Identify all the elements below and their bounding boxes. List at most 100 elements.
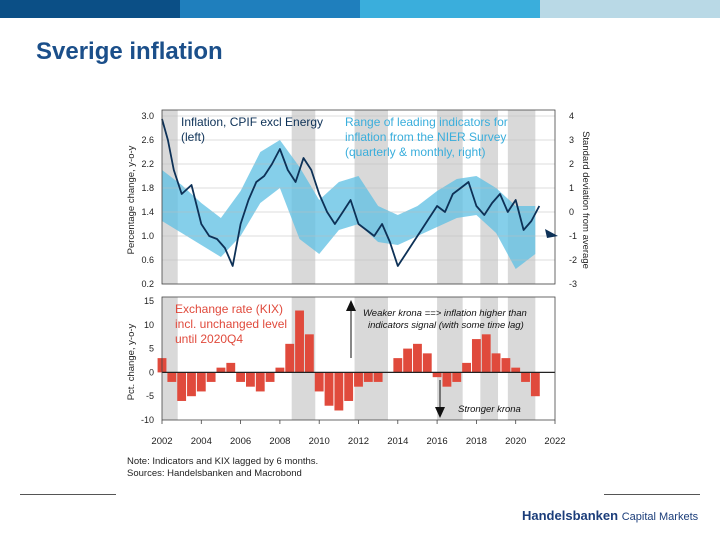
footer-line-left — [20, 494, 116, 495]
bottom-ytick-3: 0 — [149, 367, 154, 377]
xtick-label-6: 2014 — [387, 436, 408, 447]
kix-bar — [344, 372, 354, 401]
note-text: Note: Indicators and KIX lagged by 6 mon… — [127, 456, 318, 467]
kix-bar — [442, 372, 452, 387]
bottom-ytick-2: 5 — [149, 344, 154, 354]
kix-bar — [246, 372, 255, 387]
top-ytick-left-7: 0.2 — [141, 279, 154, 289]
legend-indicators-line-2: inflation from the NIER Survey — [345, 130, 506, 144]
slide-title: Sverige inflation — [36, 38, 223, 65]
kix-bar — [432, 372, 442, 378]
annotation-stronger-krona: Stronger krona — [458, 404, 521, 415]
top-ytick-right-1: 3 — [569, 135, 574, 145]
xtick-label-8: 2018 — [466, 436, 487, 447]
arrow-down-icon — [435, 407, 445, 418]
kix-bar — [226, 362, 236, 373]
xtick-label-9: 2020 — [505, 436, 526, 447]
annotation-weaker-krona-1: Weaker krona ==> inflation higher than — [363, 308, 527, 319]
top-panel-frame — [161, 109, 556, 285]
xtick-label-10: 2022 — [544, 436, 565, 447]
bottom-ytick-1: 10 — [144, 320, 154, 330]
header-bar-segment-2 — [180, 0, 360, 18]
kix-bar — [530, 372, 540, 397]
legend-indicators-line-3: (quarterly & monthly, right) — [345, 145, 486, 159]
kix-bar — [422, 353, 432, 373]
bottom-ytick-0: 15 — [144, 296, 154, 306]
legend-kix-line-3: until 2020Q4 — [175, 332, 243, 346]
top-ytick-right-6: -2 — [569, 255, 577, 265]
xtick-label-0: 2002 — [151, 436, 172, 447]
brand-suffix: Capital Markets — [621, 511, 699, 523]
right-edge-arrow-icon — [545, 229, 558, 238]
legend-kix-line-1: Exchange rate (KIX) — [175, 302, 283, 316]
legend-indicators-line-1: Range of leading indicators for — [345, 115, 508, 129]
xtick-label-7: 2016 — [427, 436, 448, 447]
kix-bar — [216, 367, 226, 373]
top-ytick-right-3: 1 — [569, 183, 574, 193]
xtick-label-5: 2012 — [348, 436, 369, 447]
xtick-label-4: 2010 — [309, 436, 330, 447]
top-ytick-right-4: 0 — [569, 207, 574, 217]
top-ylabel-left: Percentage change, y-o-y — [126, 145, 137, 254]
kix-bar — [255, 372, 265, 392]
top-ytick-left-0: 3.0 — [141, 111, 154, 121]
top-ytick-right-5: -1 — [569, 231, 577, 241]
kix-bar — [471, 339, 481, 373]
kix-bar — [206, 372, 216, 382]
shaded-period-bottom-3 — [437, 297, 463, 420]
kix-bar — [265, 372, 275, 382]
legend-inflation-line-2: (left) — [181, 130, 205, 144]
header-bar-segment-1 — [0, 0, 180, 18]
inflation-line — [161, 118, 541, 267]
top-ytick-right-0: 4 — [569, 111, 574, 121]
top-ytick-left-3: 1.8 — [141, 183, 154, 193]
kix-bar — [275, 367, 285, 373]
top-ytick-left-6: 0.6 — [141, 255, 154, 265]
top-ytick-right-2: 2 — [569, 159, 574, 169]
kix-bar — [354, 372, 363, 387]
kix-bar — [324, 372, 334, 406]
xtick-label-3: 2008 — [269, 436, 290, 447]
sources-text: Sources: Handelsbanken and Macrobond — [127, 468, 302, 479]
legend-inflation-line-1: Inflation, CPIF excl Energy — [181, 115, 323, 129]
xtick-label-2: 2006 — [230, 436, 251, 447]
kix-bar — [403, 348, 413, 373]
kix-bar — [511, 367, 521, 373]
bottom-ytick-5: -10 — [141, 415, 154, 425]
bottom-ylabel: Pct. change, y-o-y — [126, 323, 137, 400]
kix-bar — [187, 372, 196, 397]
shaded-period-bottom-0 — [162, 297, 178, 420]
kix-bar — [462, 362, 471, 373]
footer-line-right — [604, 494, 700, 495]
chart-background — [122, 100, 565, 480]
top-ytick-right-7: -3 — [569, 279, 577, 289]
shaded-period-bottom-2 — [354, 297, 388, 420]
kix-bar — [393, 358, 403, 373]
shaded-period-bottom-5 — [507, 297, 536, 420]
top-ytick-left-4: 1.4 — [141, 207, 154, 217]
arrow-up-icon — [346, 300, 356, 311]
kix-bar — [304, 334, 314, 373]
kix-bar — [491, 353, 501, 373]
kix-bar — [501, 358, 511, 373]
annotation-weaker-krona-2: indicators signal (with some time lag) — [368, 320, 524, 331]
top-ylabel-right: Standard deviation from average — [580, 131, 591, 269]
top-ytick-left-5: 1.0 — [141, 231, 154, 241]
kix-bar — [373, 372, 383, 382]
header-bar-segment-3 — [360, 0, 540, 18]
kix-bar — [295, 310, 304, 373]
header-color-bar — [0, 0, 720, 18]
xtick-label-1: 2004 — [191, 436, 212, 447]
kix-bar — [481, 334, 491, 373]
kix-bar — [452, 372, 462, 382]
kix-bar — [363, 372, 373, 382]
kix-bar — [285, 343, 295, 373]
kix-bar — [167, 372, 177, 382]
brand-logo: Handelsbanken Capital Markets — [522, 508, 698, 523]
kix-bar — [413, 343, 422, 373]
kix-bar — [334, 372, 344, 411]
kix-bar — [521, 372, 530, 382]
bottom-ytick-4: -5 — [146, 391, 154, 401]
brand-name: Handelsbanken — [522, 508, 619, 523]
